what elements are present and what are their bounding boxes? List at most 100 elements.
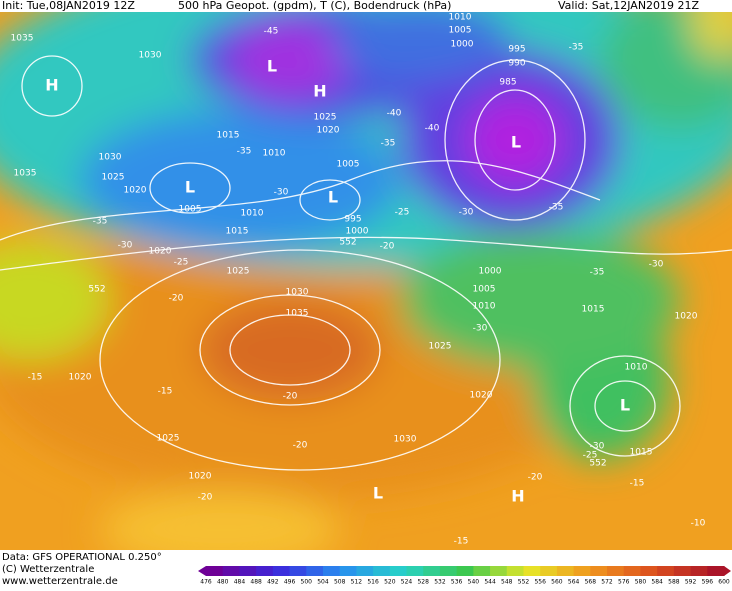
colorbar-segment [607, 566, 625, 576]
temperature-label: -20 [198, 493, 213, 503]
valid-time: Valid: Sat,12JAN2019 21Z [558, 0, 700, 12]
isobar-label: 1020 [189, 472, 212, 482]
temperature-label: -20 [169, 294, 184, 304]
colorbar-tick-label: 520 [384, 579, 396, 586]
isobar-label: 1010 [473, 302, 496, 312]
pressure-center: H [45, 76, 58, 95]
pressure-center: H [313, 82, 326, 101]
temperature-label: -35 [237, 147, 252, 157]
colorbar-tick-label: 576 [618, 579, 630, 586]
temperature-label: -30 [649, 260, 664, 270]
colorbar-segment [356, 566, 374, 576]
temperature-label: -35 [549, 203, 564, 213]
colorbar-tick-label: 548 [501, 579, 513, 586]
colorbar-tick-label: 600 [718, 579, 730, 586]
copyright: (C) Wetterzentrale [2, 564, 94, 575]
colorbar-tick-label: 508 [334, 579, 346, 586]
isobar-label: 1035 [11, 34, 34, 44]
colorbar-tick-label: 492 [267, 579, 279, 586]
isobar-label: 1025 [157, 434, 180, 444]
colorbar-tick-label: 596 [702, 579, 714, 586]
isobar-label: 1020 [149, 247, 172, 257]
colorbar-segment [272, 566, 291, 576]
colorbar-tick-label: 500 [301, 579, 313, 586]
isobar-label: 1015 [226, 227, 249, 237]
pressure-center: L [185, 178, 195, 197]
colorbar-tick-label: 516 [367, 579, 379, 586]
temperature-label: -20 [283, 392, 298, 402]
isobar-label: 1015 [217, 131, 240, 141]
colorbar-tick-label: 512 [351, 579, 363, 586]
isobar-label: 1025 [102, 173, 125, 183]
pressure-center: L [328, 188, 338, 207]
colorbar-tick-label: 528 [417, 579, 429, 586]
map-labels: 1035 1030 1030 1025 1020 1035 1015 1010 1025 1020… [11, 13, 706, 547]
isobar-label: 1020 [69, 373, 92, 383]
colorbar-segment [556, 566, 575, 576]
height-label: 552 [88, 285, 105, 295]
colorbar-tick-label: 572 [601, 579, 613, 586]
isobar-label: 1025 [227, 267, 250, 277]
colorbar-segment [239, 566, 257, 576]
isobar-label: 1020 [470, 391, 493, 401]
temperature-label: -20 [528, 473, 543, 483]
temperature-label: -20 [380, 242, 395, 252]
pressure-center: L [511, 133, 521, 152]
colorbar: 476 480 484 488 492 496 500 504 508 512 516 520 524 5… [198, 566, 731, 586]
colorbar-tick-label: 552 [518, 579, 530, 586]
colorbar-segment [640, 566, 658, 576]
colorbar-segment [256, 566, 274, 576]
isobar-label: 1010 [625, 363, 648, 373]
temperature-label: -35 [569, 43, 584, 53]
isobar-label: 1000 [451, 40, 474, 50]
colorbar-segment [590, 566, 608, 576]
colorbar-tick-label: 544 [484, 579, 496, 586]
temperature-label: -10 [691, 519, 706, 529]
isobar-label: 1020 [675, 312, 698, 322]
colorbar-segment [490, 566, 508, 576]
temperature-label: -35 [93, 217, 108, 227]
init-time: Init: Tue,08JAN2019 12Z [2, 0, 135, 12]
temperature-label: -30 [473, 324, 488, 334]
colorbar-tick-label: 540 [468, 579, 480, 586]
pressure-center: L [267, 57, 277, 76]
colorbar-tick-label: 524 [401, 579, 413, 586]
temperature-label: -20 [293, 441, 308, 451]
isobar-label: 1030 [99, 153, 122, 163]
colorbar-segment [707, 566, 725, 576]
colorbar-tick-label: 496 [284, 579, 296, 586]
colorbar-segment [673, 566, 692, 576]
isobar-label: 1010 [241, 209, 264, 219]
temperature-label: -15 [630, 479, 645, 489]
temperature-label: -30 [118, 241, 133, 251]
colorbar-segment [456, 566, 474, 576]
isobar-label: 1035 [286, 309, 309, 319]
temperature-label: -25 [174, 258, 189, 268]
colorbar-tick-label: 536 [451, 579, 463, 586]
isobar-label: 1025 [429, 342, 452, 352]
colorbar-segment [657, 566, 675, 576]
colorbar-segment [406, 566, 424, 576]
isobar-label: 1005 [337, 160, 360, 170]
isobar-label: 1030 [139, 51, 162, 61]
colorbar-segment [206, 566, 224, 576]
colorbar-tick-label: 556 [534, 579, 546, 586]
colorbar-segment [439, 566, 458, 576]
colorbar-end [724, 566, 731, 576]
temperature-label: -15 [158, 387, 173, 397]
colorbar-segment [289, 566, 307, 576]
isobar-label: 1020 [317, 126, 340, 136]
isobar-label: 1025 [314, 113, 337, 123]
colorbar-tick-label: 584 [651, 579, 663, 586]
colorbar-tick-label: 504 [317, 579, 329, 586]
colorbar-segment [322, 566, 341, 576]
isobar-label: 990 [508, 59, 525, 69]
isobar-label: 1020 [124, 186, 147, 196]
temperature-label: -30 [459, 208, 474, 218]
colorbar-end [198, 566, 206, 576]
colorbar-tick-label: 588 [668, 579, 680, 586]
pressure-center: L [620, 396, 630, 415]
colorbar-segment [306, 566, 324, 576]
